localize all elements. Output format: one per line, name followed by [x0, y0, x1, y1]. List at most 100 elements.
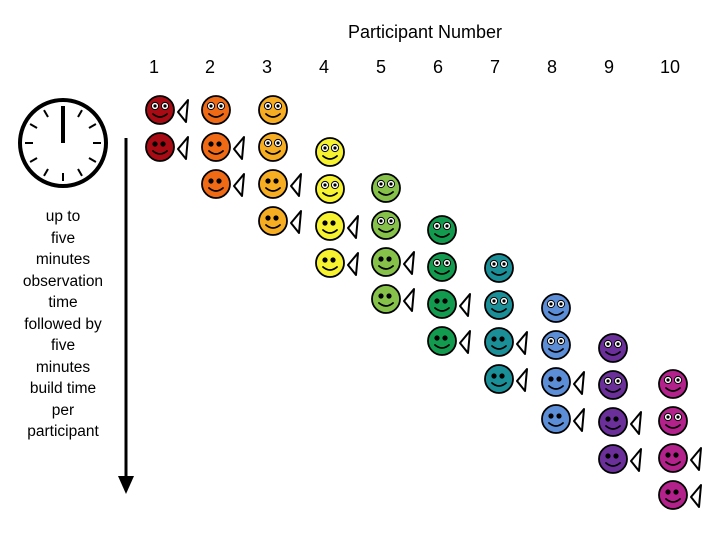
participant-column-9 — [598, 333, 642, 474]
description-line: participant — [27, 423, 99, 440]
participant-column-2 — [201, 95, 245, 199]
participant-column-7 — [484, 253, 528, 394]
pointing-hand-icon — [290, 173, 302, 197]
participant-number-7: 7 — [489, 57, 500, 77]
participant-number-4: 4 — [318, 57, 329, 77]
description-line: build time — [29, 380, 97, 397]
participant-number-8: 8 — [546, 57, 557, 77]
clock-icon — [18, 98, 108, 188]
smiley-face-icon — [541, 293, 571, 323]
pointing-hand-icon — [290, 210, 302, 234]
participant-number-10: 10 — [659, 57, 681, 77]
time-arrow — [118, 138, 134, 494]
smiley-face-icon — [541, 367, 571, 397]
smiley-face-icon — [541, 330, 571, 360]
smiley-face-icon — [658, 406, 688, 436]
smiley-face-icon — [427, 289, 457, 319]
smiley-face-icon — [201, 132, 231, 162]
pointing-hand-icon — [630, 411, 642, 435]
pointing-hand-icon — [516, 331, 528, 355]
smiley-face-icon — [315, 211, 345, 241]
pointing-hand-icon — [233, 136, 245, 160]
smiley-face-icon — [371, 173, 401, 203]
smiley-face-icon — [371, 247, 401, 277]
smiley-face-icon — [484, 364, 514, 394]
participant-column-10 — [658, 369, 702, 510]
smiley-face-icon — [598, 407, 628, 437]
description-line: five — [50, 337, 76, 354]
smiley-face-icon — [315, 137, 345, 167]
pointing-hand-icon — [690, 447, 702, 471]
smiley-face-icon — [201, 169, 231, 199]
participant-column-3 — [258, 95, 302, 236]
clock-tick — [29, 157, 38, 163]
description-line: minutes — [35, 251, 91, 268]
smiley-face-icon — [145, 132, 175, 162]
clock-tick — [77, 168, 83, 177]
clock-tick — [88, 157, 97, 163]
participant-number-2: 2 — [204, 57, 215, 77]
participant-column-6 — [427, 215, 471, 356]
smiley-face-icon — [427, 215, 457, 245]
pointing-hand-icon — [347, 252, 359, 276]
smiley-face-icon — [658, 443, 688, 473]
description-line: observation — [22, 272, 104, 290]
participant-column-1 — [145, 95, 189, 162]
clock-tick — [88, 123, 97, 129]
pointing-hand-icon — [630, 448, 642, 472]
smiley-face-icon — [427, 326, 457, 356]
smiley-face-icon — [258, 132, 288, 162]
smiley-face-icon — [658, 369, 688, 399]
description-line: time — [48, 294, 78, 311]
smiley-face-icon — [598, 370, 628, 400]
description-line: minutes — [35, 358, 91, 376]
description-line: five — [50, 229, 76, 247]
participant-column-4 — [315, 137, 359, 278]
pointing-hand-icon — [403, 288, 415, 312]
clock-tick — [29, 123, 38, 129]
clock-tick — [77, 109, 83, 118]
pointing-hand-icon — [690, 484, 702, 508]
smiley-face-icon — [598, 444, 628, 474]
smiley-face-icon — [427, 252, 457, 282]
smiley-face-icon — [258, 169, 288, 199]
pointing-hand-icon — [233, 173, 245, 197]
pointing-hand-icon — [177, 99, 189, 123]
smiley-face-icon — [598, 333, 628, 363]
smiley-face-icon — [371, 284, 401, 314]
pointing-hand-icon — [177, 136, 189, 160]
pointing-hand-icon — [403, 251, 415, 275]
smiley-face-icon — [145, 95, 175, 125]
smiley-face-icon — [315, 248, 345, 278]
participant-number-3: 3 — [261, 57, 272, 77]
smiley-face-icon — [484, 327, 514, 357]
smiley-face-icon — [315, 174, 345, 204]
smiley-face-icon — [658, 480, 688, 510]
participant-number-5: 5 — [375, 57, 386, 77]
pointing-hand-icon — [347, 215, 359, 239]
pointing-hand-icon — [459, 330, 471, 354]
description-line: per — [51, 401, 75, 419]
pointing-hand-icon — [459, 293, 471, 317]
clock-tick — [43, 109, 49, 118]
participant-number-1: 1 — [148, 57, 159, 77]
timing-description: up to five minutes observation time foll… — [8, 206, 118, 443]
smiley-face-icon — [258, 206, 288, 236]
pointing-hand-icon — [573, 408, 585, 432]
description-line: up to — [45, 208, 81, 225]
clock-tick — [43, 168, 49, 177]
diagram-title: Participant Number — [347, 22, 503, 42]
smiley-face-icon — [201, 95, 231, 125]
smiley-face-icon — [484, 290, 514, 320]
pointing-hand-icon — [573, 371, 585, 395]
smiley-face-icon — [258, 95, 288, 125]
participant-column-8 — [541, 293, 585, 434]
smiley-face-icon — [371, 210, 401, 240]
pointing-hand-icon — [516, 368, 528, 392]
smiley-face-icon — [541, 404, 571, 434]
participant-column-5 — [371, 173, 415, 314]
smiley-face-icon — [484, 253, 514, 283]
participant-number-6: 6 — [432, 57, 443, 77]
participant-number-9: 9 — [603, 57, 614, 77]
